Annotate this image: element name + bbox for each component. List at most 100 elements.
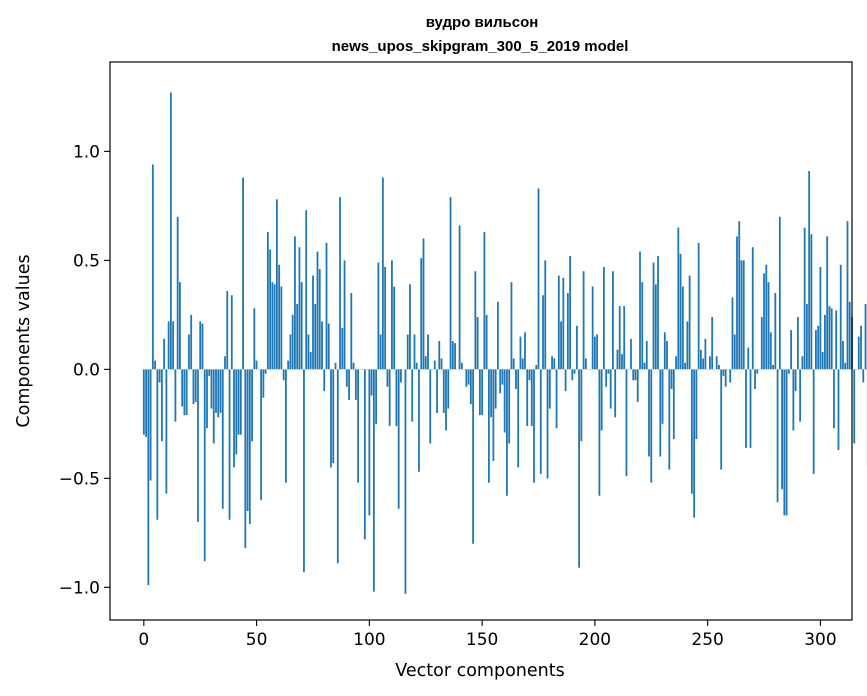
bar-component-256 [720,369,723,470]
bar-component-318 [860,325,862,370]
bar-component-194 [580,369,583,442]
bar-component-173 [533,369,535,483]
bar-component-49 [253,308,256,370]
bar-component-60 [278,264,281,370]
bar-component-213 [623,306,626,370]
bar-component-52 [260,369,262,501]
bar-component-56 [269,249,272,370]
bar-component-295 [808,170,811,370]
bar-component-179 [546,369,549,479]
bar-component-262 [733,334,736,370]
bar-component-18 [183,369,186,416]
bar-component-224 [648,369,650,457]
bar-component-22 [192,369,195,405]
bar-component-201 [596,334,599,370]
bar-component-93 [352,362,355,370]
bar-component-73 [307,334,310,370]
bar-component-82 [327,323,330,370]
bar-component-269 [749,369,752,448]
bar-component-118 [409,284,411,370]
bar-component-183 [555,369,558,429]
bar-component-132 [440,358,443,370]
bar-component-254 [715,356,718,370]
bar-component-276 [765,264,768,370]
bar-component-174 [535,364,538,370]
bar-component-291 [799,369,802,422]
bar-component-249 [704,338,707,370]
bar-component-175 [537,188,540,370]
bar-component-94 [354,369,357,400]
bar-component-228 [657,255,659,370]
bar-component-116 [404,369,407,594]
bar-component-30 [210,369,213,409]
bar-component-100 [368,369,371,516]
bar-component-47 [248,369,251,525]
bar-component-4 [151,164,154,370]
bar-component-266 [742,260,745,370]
bar-component-267 [745,369,747,448]
bar-component-29 [208,369,211,376]
bar-component-23 [194,369,197,403]
bar-component-138 [454,343,456,370]
bar-component-77 [316,251,319,370]
bar-component-241 [686,321,689,370]
bar-component-290 [796,317,799,370]
bar-component-122 [418,369,420,472]
x-tick-label: 50 [246,630,268,650]
bar-component-226 [652,262,655,370]
x-tick-label: 150 [466,630,498,650]
bar-component-123 [420,258,423,370]
bar-component-88 [341,327,344,370]
bar-component-263 [736,236,738,370]
bar-component-124 [422,238,425,370]
bar-component-150 [481,369,484,416]
bar-component-6 [156,369,159,520]
bar-component-111 [393,286,396,370]
bar-component-272 [756,369,759,374]
bar-component-172 [530,369,533,427]
bar-component-274 [760,317,763,370]
bar-component-48 [251,369,253,442]
bar-component-102 [372,369,375,592]
bar-component-299 [817,325,820,370]
bar-series [142,92,867,594]
bar-component-247 [699,349,702,370]
bar-component-284 [783,369,786,516]
chart-title-line-1: вудро вильсон [426,14,539,31]
bar-component-104 [377,262,380,370]
bar-component-235 [672,369,675,440]
bar-component-169 [524,332,526,370]
bar-component-211 [618,306,621,370]
bar-component-114 [400,369,402,383]
bar-component-152 [485,314,488,370]
bar-component-106 [381,177,384,370]
bar-component-294 [805,303,808,370]
bar-component-182 [553,358,556,370]
bar-component-27 [203,369,206,562]
bar-component-53 [262,369,265,398]
bar-component-257 [722,369,725,376]
bar-component-21 [190,314,193,370]
bar-component-37 [226,290,229,370]
bar-component-303 [826,236,829,370]
bar-component-69 [298,247,301,370]
bar-component-286 [787,369,790,374]
bar-component-246 [697,242,700,370]
bar-component-65 [289,334,292,370]
bar-component-92 [350,293,353,370]
bar-component-206 [607,369,610,374]
bar-component-156 [494,369,497,409]
bar-component-120 [413,334,416,370]
bar-component-230 [661,369,664,424]
bar-component-171 [528,369,531,381]
bar-component-146 [472,369,474,544]
bar-component-177 [542,295,544,370]
bar-component-70 [300,282,303,370]
y-tick-label: −1.0 [59,578,100,598]
bar-component-180 [548,369,551,409]
bar-component-191 [573,369,576,374]
bar-component-161 [506,369,508,496]
bar-component-143 [465,369,468,387]
bar-component-168 [521,358,524,370]
bar-component-24 [197,369,199,522]
